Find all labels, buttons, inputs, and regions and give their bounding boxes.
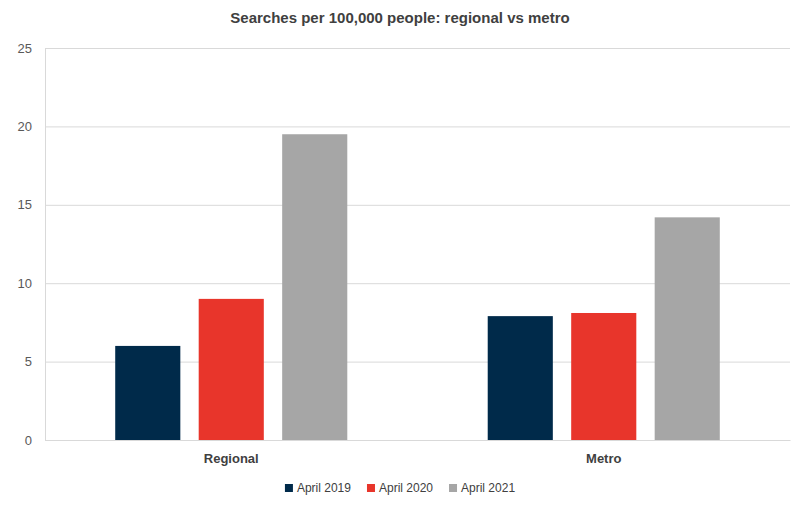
bar-series bbox=[282, 134, 720, 440]
grid-line bbox=[45, 205, 790, 206]
legend: April 2019 April 2020 April 2021 bbox=[285, 481, 515, 495]
bar bbox=[655, 217, 720, 440]
legend-item: April 2019 bbox=[285, 481, 351, 495]
y-tick-label: 15 bbox=[18, 197, 32, 212]
legend-label: April 2019 bbox=[297, 481, 351, 495]
bar bbox=[488, 316, 553, 440]
y-axis-line bbox=[45, 49, 46, 441]
y-tick: 5 bbox=[25, 354, 45, 369]
y-tick: 25 bbox=[18, 41, 45, 56]
bar bbox=[571, 313, 636, 440]
y-tick-label: 0 bbox=[25, 433, 32, 448]
x-tick-label: Metro bbox=[586, 451, 621, 466]
bar bbox=[115, 346, 180, 440]
legend-label: April 2020 bbox=[379, 481, 433, 495]
grid-line bbox=[45, 126, 790, 127]
legend-swatch bbox=[285, 484, 293, 492]
y-tick-label: 20 bbox=[18, 119, 32, 134]
y-tick: 10 bbox=[18, 276, 45, 291]
x-tick-label: Regional bbox=[204, 451, 259, 466]
legend-item: April 2020 bbox=[367, 481, 433, 495]
y-tick: 15 bbox=[18, 197, 45, 212]
grid-line bbox=[45, 48, 790, 49]
y-tick-label: 5 bbox=[25, 354, 32, 369]
y-tick: 0 bbox=[25, 433, 45, 448]
x-axis-line bbox=[46, 440, 791, 441]
legend-label: April 2021 bbox=[461, 481, 515, 495]
x-axis: Regional Metro bbox=[46, 441, 791, 467]
x-tick: Metro bbox=[586, 451, 621, 466]
bar bbox=[282, 134, 347, 440]
y-tick: 20 bbox=[18, 119, 45, 134]
background bbox=[0, 0, 800, 505]
y-tick-label: 10 bbox=[18, 276, 32, 291]
bar-series bbox=[199, 299, 637, 440]
y-axis: 0 5 10 15 20 25 bbox=[18, 41, 46, 448]
legend-swatch bbox=[367, 484, 375, 492]
bars bbox=[115, 134, 720, 440]
chart: Searches per 100,000 people: regional vs… bbox=[0, 0, 800, 505]
grid-line bbox=[45, 440, 790, 441]
grid bbox=[45, 49, 790, 441]
y-tick-label: 25 bbox=[18, 41, 32, 56]
legend-swatch bbox=[449, 484, 457, 492]
legend-item: April 2021 bbox=[449, 481, 515, 495]
bar bbox=[199, 299, 264, 440]
title: Searches per 100,000 people: regional vs… bbox=[230, 9, 569, 26]
x-tick: Regional bbox=[204, 451, 259, 466]
